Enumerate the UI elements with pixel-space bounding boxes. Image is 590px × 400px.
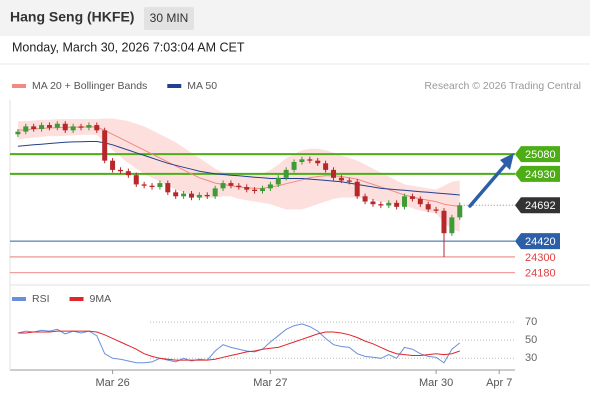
- level-label: 24930: [525, 169, 556, 181]
- forecast-arrow: [468, 153, 514, 208]
- candle-body: [133, 175, 139, 185]
- candle-body: [188, 193, 194, 198]
- level-label: 24180: [525, 268, 556, 280]
- y-tick-label: 70: [525, 316, 537, 328]
- candle-body: [78, 126, 84, 128]
- level-label: 24300: [525, 252, 556, 264]
- candle-body: [110, 160, 116, 170]
- candle-body: [204, 194, 210, 197]
- source-note: Research © 2026 Trading Central: [424, 80, 581, 92]
- candle-body: [378, 204, 384, 206]
- candle-body: [62, 123, 68, 131]
- legend-swatch: [69, 297, 84, 301]
- candle-body: [125, 171, 131, 176]
- candle-body: [23, 126, 29, 132]
- interval-label: 30 MIN: [150, 11, 189, 25]
- level-box: [515, 233, 560, 250]
- candle-body: [433, 209, 439, 211]
- candle-body: [331, 169, 337, 178]
- candle-body: [70, 126, 76, 131]
- candle-body: [39, 125, 45, 130]
- header-bar: [0, 0, 590, 36]
- candle-body: [283, 169, 289, 178]
- candle-body: [354, 181, 360, 197]
- candle-body: [15, 131, 21, 135]
- candle-body: [291, 161, 297, 170]
- candle-body: [181, 193, 187, 197]
- level-box: [515, 146, 560, 163]
- level-label: 24420: [525, 236, 556, 248]
- moving-average: [17, 141, 460, 196]
- candle-body: [346, 180, 352, 182]
- candle-body: [141, 184, 147, 186]
- legend-label: MA 20 + Bollinger Bands: [32, 80, 147, 92]
- candle-body: [173, 192, 179, 197]
- level-box: [515, 165, 560, 182]
- legend-label: 9MA: [90, 293, 112, 305]
- level-label: 25080: [525, 149, 556, 161]
- x-tick-label: Mar 26: [95, 377, 129, 389]
- interval-badge: [144, 7, 194, 30]
- candle-body: [425, 204, 431, 210]
- candle-body: [394, 202, 400, 207]
- candle-body: [299, 159, 305, 162]
- candle-body: [386, 202, 392, 206]
- x-tick-label: Mar 30: [419, 377, 453, 389]
- candle-body: [315, 160, 321, 164]
- candle-body: [338, 177, 344, 181]
- arrow-shaft: [468, 162, 508, 208]
- indicator-line: [17, 330, 460, 361]
- candle-body: [252, 189, 258, 191]
- candle-body: [323, 163, 329, 170]
- candle-body: [409, 196, 415, 199]
- candle-body: [362, 196, 368, 202]
- timestamp: Monday, March 30, 2026 7:03:04 AM CET: [12, 40, 245, 54]
- level-box: [515, 197, 560, 214]
- x-tick-label: Apr 7: [486, 377, 512, 389]
- candle-body: [220, 183, 226, 189]
- candle-body: [157, 183, 163, 188]
- candle-body: [260, 188, 265, 191]
- candle-body: [457, 205, 463, 218]
- candle-body: [149, 185, 155, 188]
- candle-body: [117, 169, 123, 172]
- candle-body: [94, 125, 100, 131]
- legend-swatch: [12, 84, 26, 88]
- candle-body: [244, 187, 250, 190]
- arrow-head: [500, 153, 514, 170]
- candle-body: [275, 177, 281, 185]
- legend-swatch: [167, 84, 182, 88]
- candle-body: [307, 159, 313, 161]
- candle-body: [449, 217, 455, 234]
- indicator-line: [17, 323, 461, 364]
- candle-body: [402, 196, 408, 207]
- candle-body: [441, 210, 447, 234]
- legend-label: RSI: [32, 293, 50, 305]
- candle-body: [236, 185, 242, 188]
- level-label: 24692: [525, 200, 556, 212]
- y-tick-label: 30: [525, 352, 537, 364]
- candle-body: [417, 198, 423, 205]
- legend-swatch: [12, 297, 26, 301]
- bollinger-band: [17, 118, 460, 232]
- candle-body: [46, 125, 52, 128]
- candle-body: [370, 201, 376, 205]
- candle-body: [86, 125, 92, 128]
- candle-body: [31, 126, 37, 130]
- candle-body: [267, 184, 273, 189]
- candle-body: [196, 194, 202, 198]
- x-tick-label: Mar 27: [253, 377, 287, 389]
- instrument-title: Hang Seng (HKFE): [10, 9, 134, 25]
- candle-body: [165, 183, 171, 193]
- candle-body: [54, 123, 60, 128]
- candle-body: [212, 188, 218, 197]
- candle-body: [228, 183, 234, 186]
- legend-label: MA 50: [187, 80, 217, 92]
- candle-body: [102, 130, 108, 161]
- y-tick-label: 50: [525, 334, 537, 346]
